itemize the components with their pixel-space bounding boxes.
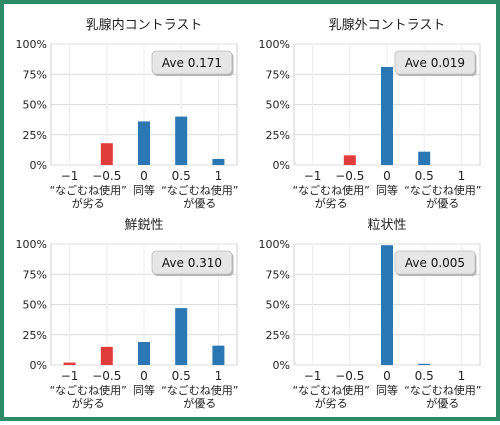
bar: [100, 346, 113, 365]
y-tick-label: 75%: [266, 68, 290, 81]
chart-title: 乳腺内コントラスト: [86, 17, 203, 33]
group-label-inferior: “なごむね使用”: [292, 383, 369, 397]
group-label-equal: 同等: [376, 183, 398, 197]
y-tick-label: 75%: [266, 268, 290, 281]
x-tick-label: −0.5: [335, 369, 364, 383]
group-label-inferior: が劣る: [315, 396, 348, 410]
bar: [212, 345, 225, 365]
x-tick-label: 0: [383, 369, 391, 383]
bar: [63, 362, 76, 365]
x-tick-label: 1: [458, 169, 466, 183]
bar: [381, 66, 393, 165]
ave-badge-text: Ave 0.005: [405, 256, 465, 270]
group-label-inferior: “なごむね使用”: [49, 383, 126, 397]
x-tick-label: −0.5: [92, 169, 121, 183]
chart-title: 鮮鋭性: [124, 218, 163, 233]
x-tick-label: 0: [140, 169, 148, 183]
bar: [212, 158, 225, 165]
group-label-superior: が優る: [183, 196, 216, 210]
bar: [175, 116, 188, 165]
group-label-inferior: “なごむね使用”: [292, 183, 369, 197]
group-label-superior: が優る: [183, 396, 216, 410]
y-tick-label: 100%: [259, 238, 290, 251]
ave-badge-text: Ave 0.171: [162, 56, 222, 70]
y-tick-label: 25%: [23, 129, 47, 142]
group-label-superior: “なごむね使用”: [404, 383, 481, 397]
bar: [175, 308, 188, 365]
y-tick-label: 100%: [16, 238, 47, 251]
y-tick-label: 0%: [30, 159, 47, 172]
bar: [138, 121, 150, 165]
y-tick-label: 75%: [23, 68, 47, 81]
y-tick-label: 100%: [259, 38, 290, 51]
y-tick-label: 25%: [266, 329, 290, 342]
x-tick-label: 0: [383, 169, 391, 183]
y-tick-label: 25%: [266, 129, 290, 142]
ave-badge-text: Ave 0.310: [162, 256, 222, 270]
x-tick-label: 1: [215, 369, 223, 383]
x-tick-label: −0.5: [92, 369, 121, 383]
group-label-inferior: が劣る: [72, 396, 105, 410]
bar: [418, 363, 431, 365]
x-tick-label: −0.5: [335, 169, 364, 183]
group-label-inferior: が劣る: [315, 196, 348, 210]
x-tick-label: −1: [61, 369, 79, 383]
group-label-superior: が優る: [426, 396, 459, 410]
y-tick-label: 50%: [23, 99, 47, 112]
x-tick-label: 1: [215, 169, 223, 183]
group-label-superior: “なごむね使用”: [161, 183, 238, 197]
group-label-inferior: が劣る: [72, 196, 105, 210]
x-tick-label: −1: [304, 369, 322, 383]
ave-badge: [151, 250, 233, 275]
bar: [343, 155, 356, 165]
ave-badge: [394, 50, 476, 75]
chart-title: 乳腺外コントラスト: [329, 18, 446, 33]
x-tick-label: 0.5: [415, 369, 434, 383]
chart-title: 粒状性: [367, 218, 406, 233]
bar: [418, 151, 431, 165]
y-tick-label: 50%: [23, 299, 47, 312]
y-tick-label: 50%: [266, 99, 290, 112]
x-tick-label: −1: [61, 169, 79, 183]
y-tick-label: 25%: [23, 329, 47, 342]
group-label-equal: 同等: [133, 183, 155, 197]
ave-badge-text: Ave 0.019: [405, 56, 465, 70]
bar: [138, 342, 150, 365]
group-label-superior: “なごむね使用”: [161, 383, 238, 397]
x-tick-label: 0.5: [172, 369, 191, 383]
y-tick-label: 0%: [273, 159, 290, 172]
group-label-superior: “なごむね使用”: [404, 183, 481, 197]
y-tick-label: 0%: [273, 359, 290, 372]
y-tick-label: 100%: [16, 38, 47, 51]
x-tick-label: 1: [458, 369, 466, 383]
y-tick-label: 50%: [266, 299, 290, 312]
x-tick-label: 0: [140, 369, 148, 383]
ave-badge: [151, 50, 233, 75]
group-label-inferior: “なごむね使用”: [49, 183, 126, 197]
group-label-equal: 同等: [376, 383, 398, 397]
ave-badge: [394, 250, 476, 275]
group-label-equal: 同等: [133, 383, 155, 397]
x-tick-label: 0.5: [172, 169, 191, 183]
x-tick-label: 0.5: [415, 169, 434, 183]
bar: [381, 245, 393, 365]
group-label-superior: が優る: [426, 196, 459, 210]
y-tick-label: 0%: [30, 359, 47, 372]
x-tick-label: −1: [304, 169, 322, 183]
y-tick-label: 75%: [23, 268, 47, 281]
bar: [100, 143, 113, 165]
